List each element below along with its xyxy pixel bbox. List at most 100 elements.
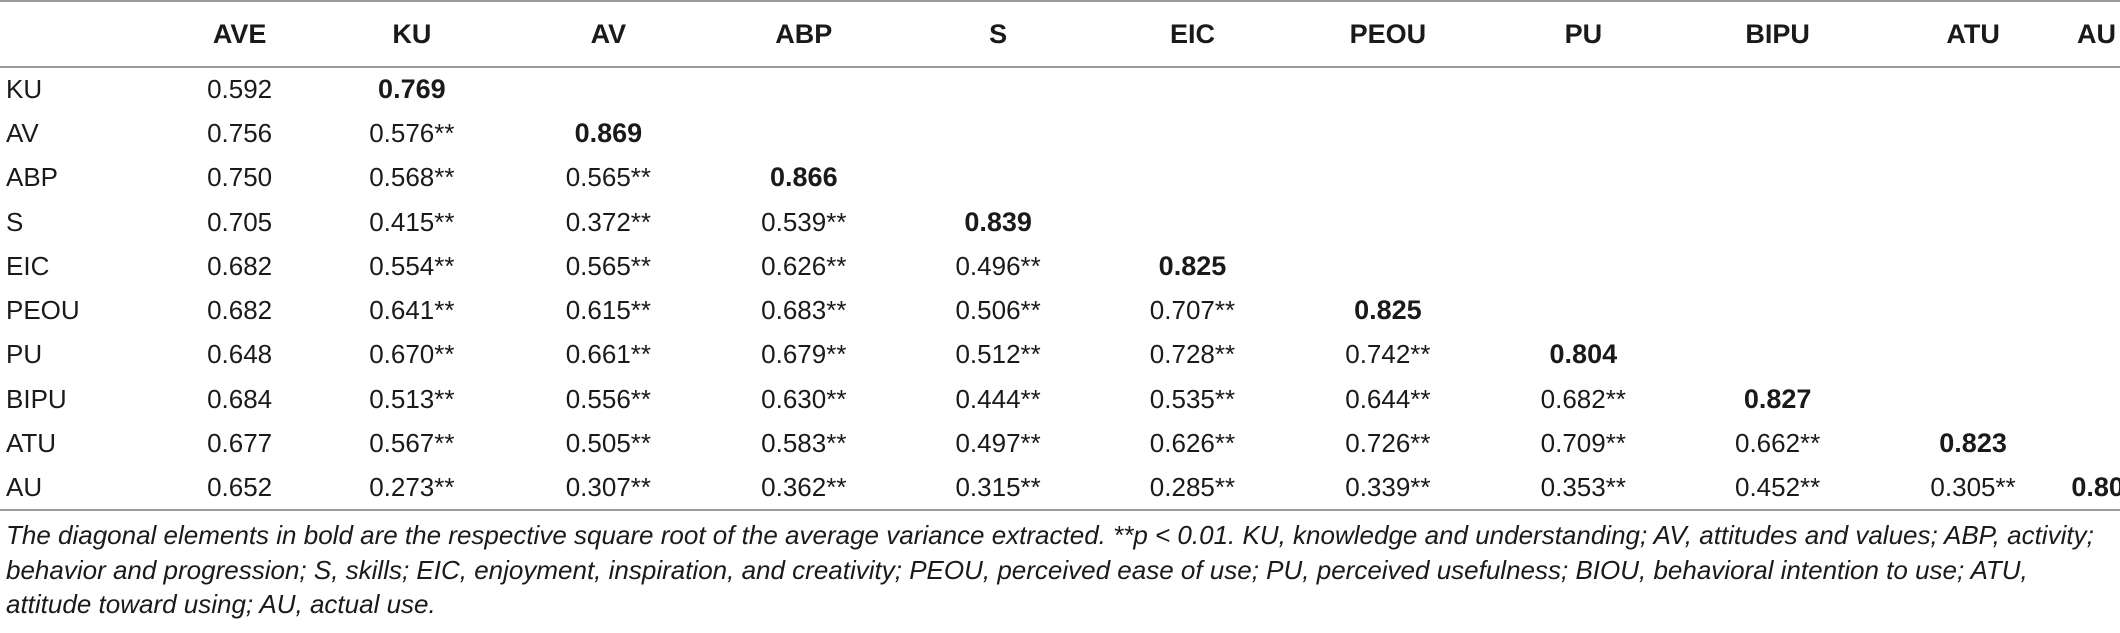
table-cell — [1875, 377, 2072, 421]
table-cell: 0.742** — [1345, 339, 1431, 370]
table-cell — [510, 67, 707, 111]
table-cell: 0.554** — [369, 250, 455, 281]
table-cell: 0.684 — [207, 383, 273, 414]
table-row: KU 0.592 0.769 — [0, 67, 2120, 111]
table-cell — [1875, 111, 2072, 155]
row-label: PEOU — [6, 295, 80, 326]
table-cell — [1680, 244, 1874, 288]
table-cell: 0.539** — [761, 206, 847, 237]
table-cell: 0.823 — [1939, 428, 2007, 459]
table-cell: 0.372** — [565, 206, 652, 237]
table-cell: 0.866 — [770, 162, 838, 193]
column-header: PEOU — [1289, 0, 1487, 68]
table-cell — [1680, 156, 1874, 200]
table-cell: 0.682 — [207, 250, 273, 281]
table-cell: 0.705 — [207, 206, 273, 237]
table-cell: 0.709** — [1540, 428, 1626, 459]
table-cell: 0.353** — [1486, 465, 1681, 511]
table-cell: 0.307** — [510, 465, 707, 511]
table-cell: 0.339** — [1289, 465, 1487, 511]
table-cell — [1875, 200, 2072, 244]
table-cell: 0.497** — [955, 428, 1041, 459]
table-cell: 0.661** — [565, 339, 652, 370]
table-cell: 0.285** — [1095, 465, 1290, 511]
table-cell — [1486, 67, 1680, 111]
row-label: ABP — [6, 162, 59, 193]
table-cell: 0.707** — [1149, 295, 1236, 326]
table-cell: 0.682 — [207, 295, 273, 326]
table-cell: 0.804 — [1549, 339, 1618, 370]
column-header: PU — [1486, 0, 1681, 68]
row-label: S — [6, 206, 24, 237]
table-cell — [2071, 111, 2120, 155]
table-cell: 0.652 — [165, 465, 314, 511]
table-row: AU 0.652 0.273** 0.307** 0.362** 0.315** 0.285… — [0, 465, 2120, 511]
table-cell: 0.513** — [369, 383, 455, 414]
table-cell: 0.626** — [761, 250, 847, 281]
table-cell — [1095, 156, 1289, 200]
table-cell — [1290, 67, 1487, 111]
table-cell: 0.506** — [955, 295, 1041, 326]
column-header: AU — [2071, 0, 2120, 68]
table-cell: 0.592 — [207, 74, 273, 105]
row-label: ATU — [6, 428, 57, 459]
table-cell — [707, 111, 901, 155]
table-cell: 0.750 — [207, 162, 273, 193]
table-cell: 0.728** — [1149, 339, 1236, 370]
table-cell: 0.869 — [574, 117, 643, 148]
table-cell — [1680, 200, 1874, 244]
column-header: AVE — [165, 0, 314, 68]
header-row: AVE KU AV ABP S EIC PEOU PU BIPU ATU AU — [0, 0, 2120, 68]
table-cell — [2071, 244, 2120, 288]
table-cell: 0.769 — [378, 74, 446, 105]
row-label: EIC — [6, 250, 50, 281]
table-cell: 0.825 — [1354, 295, 1422, 326]
table-cell — [1680, 333, 1874, 377]
table-row: ABP 0.750 0.568** 0.565** 0.866 — [0, 156, 2120, 200]
table-row: EIC 0.682 0.554** 0.565** 0.626** 0.496** 0.82… — [0, 244, 2120, 288]
table-cell: 0.576** — [369, 117, 455, 148]
table-cell: 0.683** — [761, 295, 847, 326]
table-cell: 0.756 — [207, 117, 273, 148]
table-cell — [1875, 67, 2072, 111]
table-cell: 0.452** — [1680, 465, 1875, 511]
table-cell — [1680, 288, 1874, 332]
table-cell: 0.677 — [207, 428, 273, 459]
table-cell: 0.630** — [761, 383, 847, 414]
table-row: PU 0.648 0.670** 0.661** 0.679** 0.512** 0.728… — [0, 333, 2120, 377]
table-cell: 0.626** — [1149, 428, 1236, 459]
table-cell — [901, 67, 1095, 111]
table-row: PEOU 0.682 0.641** 0.615** 0.683** 0.506** 0.7… — [0, 288, 2120, 332]
table-cell: 0.644** — [1345, 383, 1431, 414]
table-cell: 0.679** — [761, 339, 847, 370]
table-cell — [1095, 200, 1289, 244]
header-corner — [0, 0, 166, 68]
table-row: BIPU 0.684 0.513** 0.556** 0.630** 0.444** 0.5… — [0, 377, 2120, 421]
table-cell: 0.565** — [565, 162, 652, 193]
table-cell — [2071, 421, 2120, 465]
table-cell — [2071, 156, 2120, 200]
column-header: AV — [510, 0, 707, 68]
table-cell: 0.273** — [313, 465, 511, 511]
table-cell: 0.496** — [955, 250, 1041, 281]
table-cell: 0.315** — [900, 465, 1096, 511]
column-header: KU — [313, 0, 511, 68]
column-header: BIPU — [1680, 0, 1875, 68]
table-cell: 0.444** — [955, 383, 1041, 414]
table-cell: 0.662** — [1734, 428, 1821, 459]
column-header: EIC — [1095, 0, 1290, 68]
table-cell — [1095, 111, 1289, 155]
table-row: ATU 0.677 0.567** 0.505** 0.583** 0.497** 0.62… — [0, 421, 2120, 465]
table-cell: 0.583** — [761, 428, 847, 459]
table-cell: 0.827 — [1743, 383, 1812, 414]
column-header: ATU — [1874, 0, 2072, 68]
table-cell — [1680, 111, 1874, 155]
table-header: AVE KU AV ABP S EIC PEOU PU BIPU ATU AU — [0, 0, 2120, 68]
table-cell — [2071, 200, 2120, 244]
table-cell — [1680, 67, 1874, 111]
table-cell — [901, 111, 1095, 155]
table-cell — [1290, 200, 1487, 244]
table-cell — [1290, 111, 1487, 155]
table-cell — [1875, 288, 2072, 332]
